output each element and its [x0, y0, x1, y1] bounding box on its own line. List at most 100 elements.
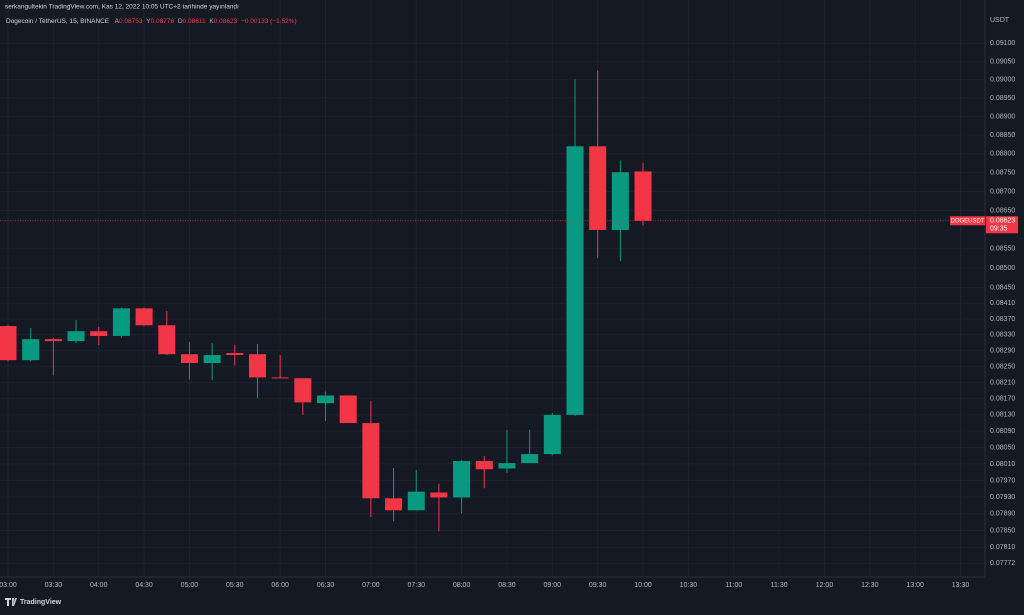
price-tag-text: 0.08623 [990, 218, 1015, 225]
legend-value: 0.08611 [183, 18, 206, 25]
x-tick-label: 03:00 [0, 582, 17, 589]
y-tick-label: 0.07810 [990, 544, 1015, 551]
y-tick-label: 0.09100 [990, 40, 1015, 47]
x-tick-label: 11:00 [725, 582, 742, 589]
y-tick-label: 0.08500 [990, 265, 1015, 272]
price-tag [986, 216, 1018, 234]
y-tick-label: 0.08370 [990, 316, 1015, 323]
y-tick-label: 0.08750 [990, 169, 1015, 176]
y-tick-label: 0.08210 [990, 379, 1015, 386]
y-tick-label: 0.07970 [990, 477, 1015, 484]
x-tick-label: 06:30 [317, 582, 335, 589]
x-tick-label: 12:30 [861, 582, 879, 589]
candle-body [90, 331, 108, 336]
candle-body [271, 377, 289, 379]
y-tick-label: 0.08090 [990, 428, 1015, 435]
x-tick-label: 07:00 [362, 582, 380, 589]
x-tick-label: 05:00 [181, 582, 199, 589]
candles [0, 70, 652, 532]
x-tick-label: 04:00 [90, 582, 108, 589]
candle-body [135, 308, 153, 326]
y-tick-label: 0.08290 [990, 347, 1015, 354]
x-tick-label: 12:00 [816, 582, 834, 589]
y-tick-label: 0.08130 [990, 412, 1015, 419]
candle-body [22, 339, 40, 361]
y-tick-label: 0.08330 [990, 332, 1015, 339]
legend-key: D [178, 18, 183, 25]
legend-change: −0.00133 (−1.52%) [241, 18, 297, 25]
candle-body [339, 395, 357, 424]
footer-text: TradingView [20, 599, 62, 606]
candle-body [67, 331, 85, 342]
candle-body [475, 461, 493, 470]
candle-body [589, 146, 607, 230]
legend-key: K [209, 18, 214, 25]
symbol-tag [950, 216, 985, 226]
x-tick-label: 04:30 [135, 582, 153, 589]
legend: Dogecoin / TetherUS, 15, BINANCE A0.0875… [6, 18, 297, 25]
candle-body [611, 172, 629, 230]
y-tick-label: 0.08800 [990, 151, 1015, 158]
x-tick-label: 03:30 [45, 582, 63, 589]
candle-body [521, 454, 539, 464]
candle-body [566, 146, 584, 415]
x-tick-label: 06:00 [271, 582, 289, 589]
candle-body [407, 491, 425, 511]
y-tick-label: 0.08250 [990, 363, 1015, 370]
y-tick-label: 0.07930 [990, 494, 1015, 501]
y-tick-label: 0.08410 [990, 300, 1015, 307]
candle-body [543, 414, 561, 455]
y-tick-label: 0.09000 [990, 77, 1015, 84]
legend-key: A [115, 18, 120, 25]
candle-body [112, 308, 130, 336]
header: serkangultekin TradingView.com, Kas 12, … [5, 4, 239, 11]
legend-symbol: Dogecoin / TetherUS, 15, BINANCE [6, 18, 110, 25]
candle-body [294, 378, 312, 403]
legend-value: 0.08776 [151, 18, 175, 25]
x-tick-label: 09:30 [589, 582, 607, 589]
candle-body [498, 463, 516, 469]
y-tick-label: 0.08950 [990, 95, 1015, 102]
candle-body [203, 355, 221, 363]
x-tick-label: 08:00 [453, 582, 471, 589]
y-tick-label: 0.07890 [990, 511, 1015, 518]
candle-body [317, 395, 335, 404]
candle-body [430, 492, 448, 498]
legend-value: 0.08753 [119, 18, 143, 25]
candle-body [0, 326, 17, 361]
countdown-text: 09:35 [990, 226, 1008, 233]
y-tick-label: 0.08170 [990, 396, 1015, 403]
y-tick-label: 0.08010 [990, 461, 1015, 468]
x-tick-label: 09:00 [544, 582, 562, 589]
x-tick-label: 13:00 [906, 582, 924, 589]
x-tick-label: 13:30 [952, 582, 970, 589]
y-tick-label: 0.07850 [990, 527, 1015, 534]
x-tick-label: 07:30 [407, 582, 425, 589]
y-tick-label: 0.07772 [990, 560, 1015, 567]
y-tick-label: 0.08050 [990, 444, 1015, 451]
x-tick-label: 10:00 [634, 582, 652, 589]
candle-body [362, 423, 380, 499]
symbol-tag-text: DOGEUSDT [950, 218, 984, 224]
x-tick-label: 10:30 [680, 582, 698, 589]
candle-body [44, 339, 62, 342]
y-tick-label: 0.09050 [990, 58, 1015, 65]
currency-label: USDT [990, 17, 1010, 24]
candle-body [158, 325, 176, 355]
y-tick-label: 0.08900 [990, 113, 1015, 120]
legend-value: 0.08623 [214, 18, 238, 25]
y-tick-label: 0.08850 [990, 132, 1015, 139]
candle-body [385, 498, 403, 511]
x-tick-label: 05:30 [226, 582, 244, 589]
y-tick-label: 0.08550 [990, 246, 1015, 253]
legend-key: Y [146, 18, 151, 25]
x-tick-label: 08:30 [498, 582, 516, 589]
candle-body [453, 461, 471, 498]
candle-body [248, 354, 266, 378]
x-tick-label: 11:30 [771, 582, 788, 589]
y-tick-label: 0.08650 [990, 207, 1015, 214]
candle-body [634, 171, 652, 221]
